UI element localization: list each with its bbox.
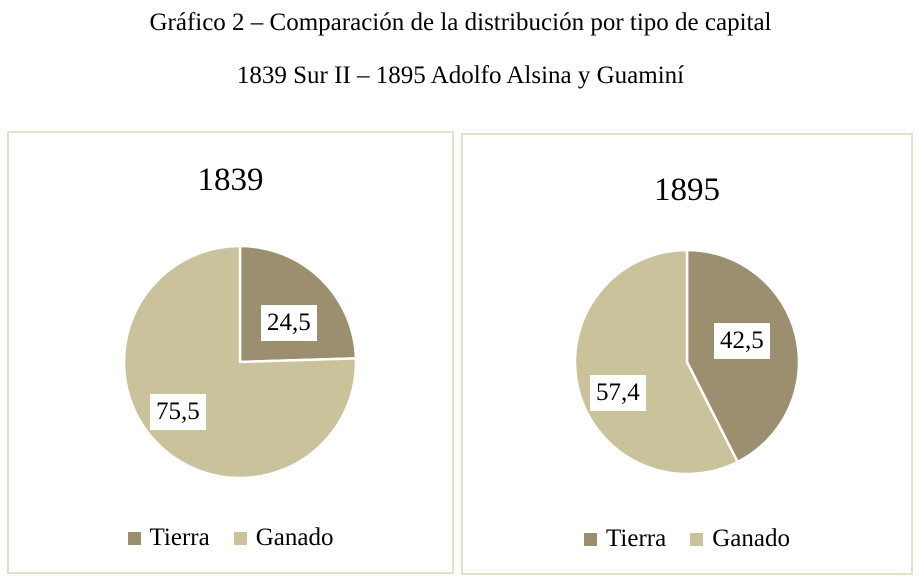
legend-label-ganado: Ganado [255, 524, 334, 551]
legend-item-ganado: Ganado [690, 524, 790, 554]
pie-slice-tierra [238, 244, 358, 364]
legend-item-ganado: Ganado [233, 523, 334, 553]
chart-panel-1895: 1895 42,5 57,4 Tierra Ganado [461, 133, 913, 575]
legend-swatch-tierra [584, 532, 598, 546]
legend-item-tierra: Tierra [584, 524, 666, 554]
legend-swatch-tierra [127, 531, 141, 545]
figure-title: Gráfico 2 – Comparación de la distribuci… [149, 9, 772, 36]
legend-swatch-ganado [233, 531, 247, 545]
chart-panel-1839: 1839 24,5 75,5 Tierra Ganado [7, 131, 454, 574]
pie-chart [122, 244, 358, 480]
pie-slice-ganado [573, 248, 739, 476]
data-label-ganado: 75,5 [150, 394, 206, 430]
data-label-tierra: 24,5 [261, 305, 317, 341]
legend-label-tierra: Tierra [149, 524, 210, 551]
data-label-tierra: 42,5 [714, 323, 770, 359]
legend-label-tierra: Tierra [606, 525, 667, 552]
chart-title: 1839 [197, 162, 264, 198]
data-label-ganado: 57,4 [590, 375, 646, 411]
chart-legend: Tierra Ganado [9, 523, 452, 553]
pie-chart [573, 248, 801, 476]
legend-swatch-ganado [690, 532, 704, 546]
chart-legend: Tierra Ganado [463, 524, 911, 554]
figure-subtitle: 1839 Sur II – 1895 Adolfo Alsina y Guami… [236, 62, 685, 89]
chart-title: 1895 [654, 172, 720, 208]
legend-item-tierra: Tierra [127, 523, 210, 553]
legend-label-ganado: Ganado [712, 525, 790, 552]
